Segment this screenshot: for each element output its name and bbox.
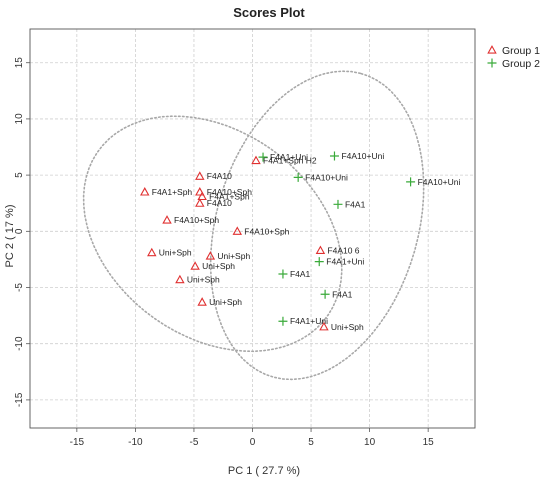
y-tick-label: 5 — [14, 172, 25, 178]
point-label: F4A1 — [332, 289, 353, 299]
data-point — [406, 177, 416, 187]
data-point — [195, 187, 205, 196]
point-label: Uni+Sph — [209, 297, 242, 307]
data-point — [197, 297, 207, 306]
x-tick-label: 5 — [308, 437, 314, 448]
point-label: F4A1+Uni — [290, 316, 328, 326]
point-label: F4A10 — [207, 198, 232, 208]
point-label: F4A1+Sph H2 — [263, 156, 317, 166]
confidence-ellipse — [209, 70, 425, 381]
y-tick-label: -5 — [14, 283, 25, 292]
data-point — [147, 247, 157, 257]
point-label: F4A10+Sph — [174, 215, 219, 225]
point-label: F4A1+Sph — [152, 187, 193, 197]
legend-label: Group 2 — [502, 58, 540, 70]
point-label: F4A1+Uni — [326, 257, 364, 267]
data-point — [251, 155, 261, 165]
data-point — [278, 316, 288, 326]
y-tick-label: 15 — [14, 57, 25, 69]
data-point — [197, 191, 207, 201]
x-tick-label: 10 — [364, 437, 376, 448]
x-axis-label: PC 1 ( 27.7 %) — [228, 465, 300, 477]
y-tick-label: 10 — [14, 113, 25, 125]
point-label: Uni+Sph — [217, 251, 250, 261]
data-point — [195, 171, 205, 180]
point-label: Uni+Sph — [331, 322, 364, 332]
legend-label: Group 1 — [502, 45, 540, 57]
data-point — [314, 257, 324, 267]
data-point — [140, 187, 150, 196]
point-label: Uni+Sph — [159, 248, 192, 258]
x-tick-label: -15 — [70, 437, 85, 448]
point-label: Uni+Sph — [202, 261, 235, 271]
data-point — [329, 151, 339, 161]
confidence-ellipse — [82, 115, 343, 353]
chart-title: Scores Plot — [233, 5, 305, 20]
x-tick-label: -5 — [189, 437, 198, 448]
point-label: F4A1 — [345, 199, 366, 209]
data-point — [205, 251, 216, 260]
data-point — [232, 226, 243, 235]
point-label: F4A10 6 — [327, 245, 359, 255]
point-label: F4A10+Uni — [305, 172, 348, 182]
point-label: F4A1 — [290, 269, 311, 279]
y-axis-label: PC 2 ( 17 %) — [4, 205, 16, 268]
y-tick-label: -15 — [14, 392, 25, 407]
point-label: F4A10+Sph — [244, 226, 289, 236]
legend-marker — [487, 45, 497, 54]
data-point — [315, 245, 326, 255]
point-label: F4A10 — [207, 171, 232, 181]
point-label: F4A10+Uni — [341, 151, 384, 161]
point-label: F4A1+Sph — [209, 191, 250, 201]
point-label: Uni+Sph — [187, 275, 220, 285]
data-point — [319, 321, 329, 331]
data-point — [293, 172, 303, 182]
data-point — [162, 215, 172, 224]
y-tick-label: 0 — [14, 228, 25, 234]
data-point — [333, 199, 343, 209]
y-tick-label: -10 — [14, 336, 25, 351]
point-label: F4A1+Uni — [270, 152, 308, 162]
data-point — [175, 274, 185, 284]
data-point — [258, 152, 268, 162]
point-label: F4A10+Sph — [207, 187, 252, 197]
data-point — [190, 261, 200, 270]
x-tick-label: 0 — [250, 437, 256, 448]
point-label: F4A10+Uni — [418, 177, 461, 187]
data-point — [278, 269, 288, 279]
x-tick-label: 15 — [423, 437, 435, 448]
data-point — [320, 289, 330, 299]
x-tick-label: -10 — [128, 437, 143, 448]
legend-marker — [487, 58, 497, 68]
data-point — [195, 198, 205, 207]
